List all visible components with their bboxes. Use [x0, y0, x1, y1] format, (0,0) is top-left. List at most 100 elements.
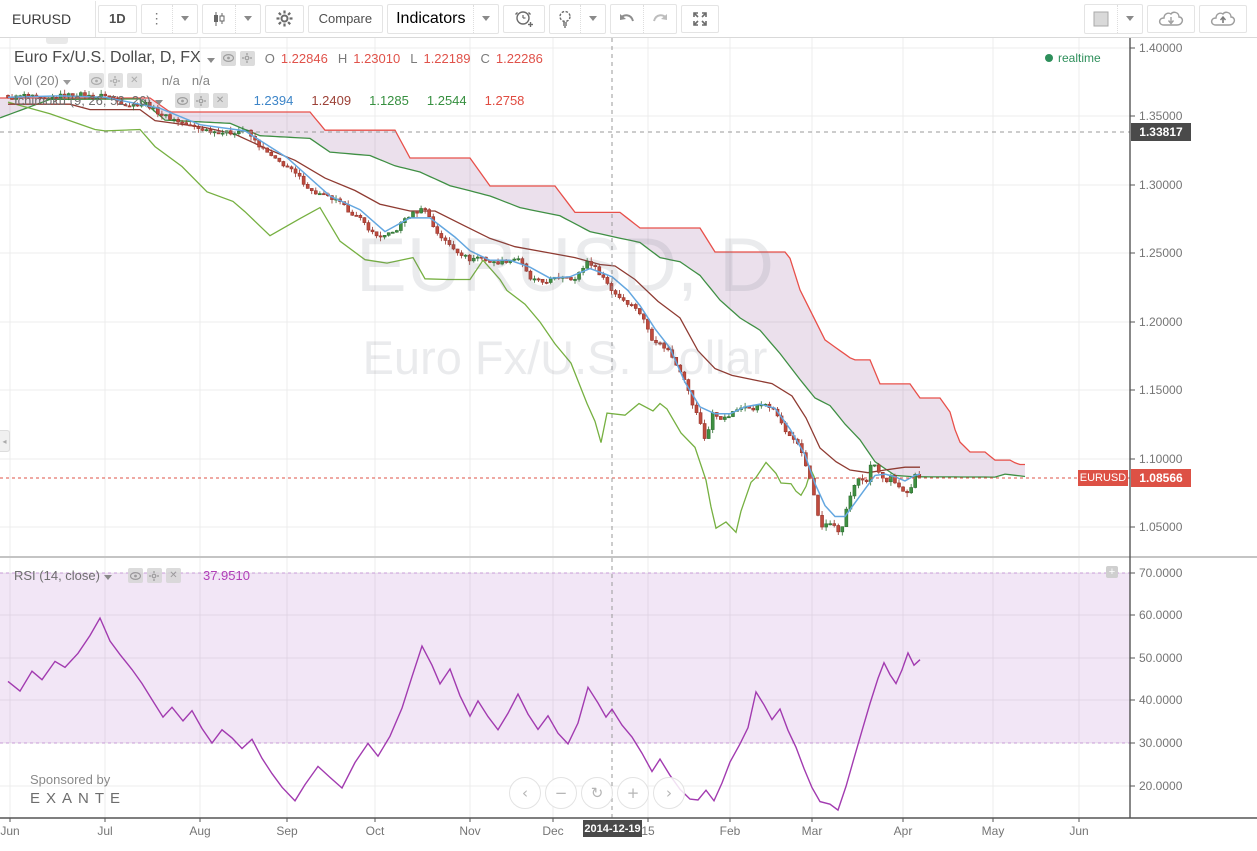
candlestick-series: [6, 89, 922, 536]
symbol-input[interactable]: EURUSD: [0, 0, 96, 37]
axis-ticks: [9, 47, 1135, 822]
volume-gear-icon[interactable]: [107, 73, 123, 88]
ideas-dropdown-button[interactable]: [580, 4, 605, 33]
compare-button[interactable]: Compare: [307, 4, 384, 33]
rsi-tick-label[interactable]: 70.0000: [1139, 566, 1183, 580]
time-tick-label[interactable]: Oct: [365, 824, 385, 838]
rsi-maximize-button[interactable]: +: [1106, 566, 1118, 578]
price-tick-label[interactable]: 1.35000: [1139, 109, 1183, 123]
time-tick-label[interactable]: Jun: [0, 824, 20, 838]
undo-button[interactable]: [611, 5, 643, 33]
senkou-span-a-line: [0, 98, 1026, 478]
ohlc-low-label: L: [410, 50, 418, 66]
volume-legend: Vol (20) ✕ n/a n/a: [14, 73, 210, 88]
ichimoku-gear-icon[interactable]: [193, 93, 209, 108]
price-tick-label[interactable]: 1.40000: [1139, 41, 1183, 55]
add-alert-button[interactable]: [503, 4, 546, 33]
rsi-tick-label[interactable]: 50.0000: [1139, 651, 1183, 665]
scroll-left-button[interactable]: ‹: [509, 777, 541, 809]
ichimoku-value: 1.2544: [426, 93, 467, 108]
rsi-tick-label[interactable]: 60.0000: [1139, 608, 1183, 622]
volume-legend-dropdown-icon[interactable]: [62, 79, 71, 85]
interval-button[interactable]: 1D: [98, 4, 137, 33]
rsi-legend-dropdown-icon[interactable]: [103, 574, 112, 580]
ideas-button[interactable]: [550, 5, 580, 33]
rsi-tick-label[interactable]: 30.0000: [1139, 736, 1183, 750]
ichimoku-value: 1.2758: [484, 93, 525, 108]
volume-value-1: n/a: [161, 73, 180, 88]
rsi-gear-icon[interactable]: [146, 568, 162, 583]
ideas-group: [549, 3, 607, 34]
eye-icon[interactable]: [220, 50, 236, 66]
ohlc-low-value: 1.22189: [423, 50, 471, 66]
price-tick-label[interactable]: 1.15000: [1139, 383, 1183, 397]
ichimoku-cloud: [0, 98, 1025, 478]
redo-button[interactable]: [643, 4, 676, 33]
price-tick-label[interactable]: 1.25000: [1139, 246, 1183, 260]
ichimoku-close-icon[interactable]: ✕: [212, 93, 228, 108]
time-tick-label[interactable]: Sep: [276, 824, 298, 838]
ichimoku-legend-dropdown-icon[interactable]: [154, 99, 163, 105]
volume-close-icon[interactable]: ✕: [126, 73, 142, 88]
zoom-out-button[interactable]: −: [545, 777, 577, 809]
scroll-right-button[interactable]: ›: [653, 777, 685, 809]
time-tick-label[interactable]: Jul: [97, 824, 113, 838]
chevron-down-icon: [180, 16, 189, 21]
indicators-button[interactable]: Indicators: [396, 9, 466, 27]
interval-menu-group: ⋮: [140, 3, 198, 34]
sponsor-logo: EXANTE: [30, 790, 127, 807]
legend-dropdown-icon[interactable]: [206, 57, 215, 63]
ohlc-open-value: 1.22846: [280, 50, 328, 66]
reset-chart-button[interactable]: ↻: [581, 777, 613, 809]
price-tick-label[interactable]: 1.20000: [1139, 315, 1183, 329]
time-tick-label[interactable]: Aug: [189, 824, 211, 838]
gear-icon: [276, 10, 293, 27]
sponsor-label: Sponsored by: [30, 772, 111, 787]
time-tick-label[interactable]: 15: [641, 824, 655, 838]
time-tick-label[interactable]: Feb: [719, 824, 741, 838]
rsi-tick-label[interactable]: 20.0000: [1139, 779, 1183, 793]
price-tick-label[interactable]: 1.05000: [1139, 520, 1183, 534]
ichimoku-legend: Ichimoku (9, 26, 52, 26) ✕ 1.2394 1.2409 1…: [14, 93, 524, 108]
top-toolbar: EURUSD 1D ⋮ Compare Indicators: [0, 0, 1257, 38]
left-panel-handle[interactable]: ◂: [0, 430, 10, 452]
fullscreen-icon: [693, 11, 708, 26]
load-chart-button[interactable]: [1147, 4, 1195, 33]
chart-type-dropdown-button[interactable]: [234, 4, 260, 33]
main-legend: Euro Fx/U.S. Dollar, D, FX O 1.22846 H 1.2…: [14, 49, 543, 67]
time-tick-label[interactable]: Jun: [1069, 824, 1089, 838]
layout-dropdown-button[interactable]: [1117, 4, 1142, 33]
ohlc-open-label: O: [264, 50, 275, 66]
rsi-value: 37.9510: [202, 568, 250, 583]
volume-eye-icon[interactable]: [88, 73, 104, 88]
ichimoku-eye-icon[interactable]: [174, 93, 190, 108]
chart-nav-controls: ‹ − ↻ + ›: [509, 777, 685, 809]
time-tick-label[interactable]: May: [981, 824, 1005, 838]
layout-square-icon: [1093, 11, 1109, 26]
rsi-eye-icon[interactable]: [127, 568, 143, 583]
zoom-in-button[interactable]: +: [617, 777, 649, 809]
rsi-legend: RSI (14, close) ✕ 37.9510: [14, 568, 250, 583]
chevron-down-icon: [243, 16, 252, 21]
rsi-tick-label[interactable]: 40.0000: [1139, 693, 1183, 707]
price-tick-label[interactable]: 1.10000: [1139, 452, 1183, 466]
chart-style-group: [201, 3, 261, 34]
toolbar-collapse-handle[interactable]: [46, 38, 68, 44]
interval-dropdown-button[interactable]: [171, 4, 197, 33]
indicators-dropdown-button[interactable]: [473, 4, 498, 33]
save-chart-button[interactable]: [1199, 4, 1247, 33]
time-tick-label[interactable]: Nov: [459, 824, 481, 838]
layout-button[interactable]: [1085, 5, 1117, 33]
fullscreen-button[interactable]: [681, 4, 720, 33]
interval-list-button[interactable]: ⋮: [149, 10, 164, 26]
settings-button[interactable]: [264, 4, 304, 33]
price-tick-label[interactable]: 1.30000: [1139, 178, 1183, 192]
legend-gear-icon[interactable]: [239, 50, 255, 66]
chart-type-button[interactable]: [203, 5, 235, 33]
time-tick-label[interactable]: Dec: [542, 824, 564, 838]
time-tick-label[interactable]: Mar: [801, 824, 823, 838]
sponsor-block: Sponsored by EXANTE: [30, 772, 126, 807]
rsi-close-icon[interactable]: ✕: [165, 568, 181, 583]
time-tick-label[interactable]: Apr: [893, 824, 913, 838]
